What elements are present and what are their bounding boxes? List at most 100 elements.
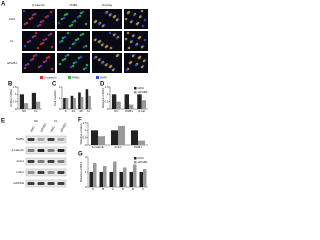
blot-band [37,182,45,185]
legend-label: siNC [138,156,145,160]
x-tick-label: NC [114,109,119,113]
y-tick-label: 2 [59,85,61,89]
cell [36,24,40,28]
legend-swatch [40,76,43,79]
bar [143,169,147,187]
legend-swatch [134,157,137,160]
cell [60,17,64,21]
y-axis-label: Cell viability [53,90,57,106]
blot-band [47,138,55,141]
cell [49,32,53,36]
bar [36,101,41,109]
micrograph [124,9,148,29]
cell [124,17,128,21]
blot-band [27,171,35,174]
cell [23,22,27,26]
cell [70,23,74,27]
micrograph [22,31,55,51]
cell [66,31,70,35]
cell [64,54,68,58]
cell [104,63,108,67]
bar [111,94,117,109]
blot-strip [25,146,67,155]
column-label: β-catenin [32,3,45,7]
cell [109,46,113,50]
legend-label: PHB1 [72,76,80,80]
cell [63,13,67,17]
cell [44,37,48,41]
cell [47,55,51,59]
y-tick-label: 0 [85,143,87,147]
x-tick-label: FL [34,109,38,113]
cell [58,40,62,44]
cell [81,32,85,36]
blot-band [27,149,35,152]
cell [62,16,66,20]
bar [124,94,129,109]
cell [39,42,43,46]
x-tick-label: 0 [65,109,67,113]
cell [69,65,73,69]
cell [31,57,35,61]
bar [24,103,29,109]
lane-label: siPHB1 [59,122,68,133]
cell [93,38,97,42]
blot-band [27,138,35,141]
cell [140,45,144,49]
cell [61,36,65,40]
panel-label: F [78,118,82,124]
bar [85,89,89,109]
cell [84,44,88,48]
bar [138,140,145,145]
y-tick-label: 1 [59,96,61,100]
cell [134,43,138,47]
cell [112,15,116,19]
x-tick-label: D [122,187,125,191]
cell [22,9,26,13]
column-label: PHB1 [70,3,78,7]
cell [47,33,51,37]
legend-label: siNC [138,86,145,90]
y-axis-label: Relative mRNA [79,162,83,183]
cell [45,56,49,60]
cell [125,68,129,72]
bar [116,101,121,109]
cell [138,15,142,19]
x-tick-label: A [92,187,94,191]
y-tick-label: 1.5 [83,121,88,125]
cell [58,62,62,66]
cell [82,45,86,49]
cell [23,44,27,48]
cell [28,39,32,43]
cell [108,31,112,35]
y-tick-label: 0.5 [105,99,110,103]
bar [31,92,36,109]
blot-band [57,138,65,141]
legend-label: DAPI [100,76,107,80]
bar [70,95,74,109]
cell [131,34,135,38]
cell [126,31,130,35]
blot-band [27,160,35,163]
x-tick-label: 72 [87,109,91,113]
cell [60,39,64,43]
x-tick-label: F [142,187,144,191]
legend-swatch [96,76,99,79]
x-tick-label: Axin1 [114,145,122,149]
cell [100,61,104,65]
cell [84,22,88,26]
band-label: PHB1 [16,137,24,141]
cell [82,67,86,71]
cell [85,63,89,67]
cell [63,35,67,39]
band-label: Axin1 [16,159,24,163]
panel-label: D [100,82,105,88]
panel-label: C [52,82,57,88]
group-label: NC [34,119,39,123]
cell [108,65,112,69]
band-label: GAPDH [13,181,24,185]
blot-strip [25,168,67,177]
legend-label: β-catenin [44,76,57,80]
cell [78,14,82,18]
cell [74,38,78,42]
